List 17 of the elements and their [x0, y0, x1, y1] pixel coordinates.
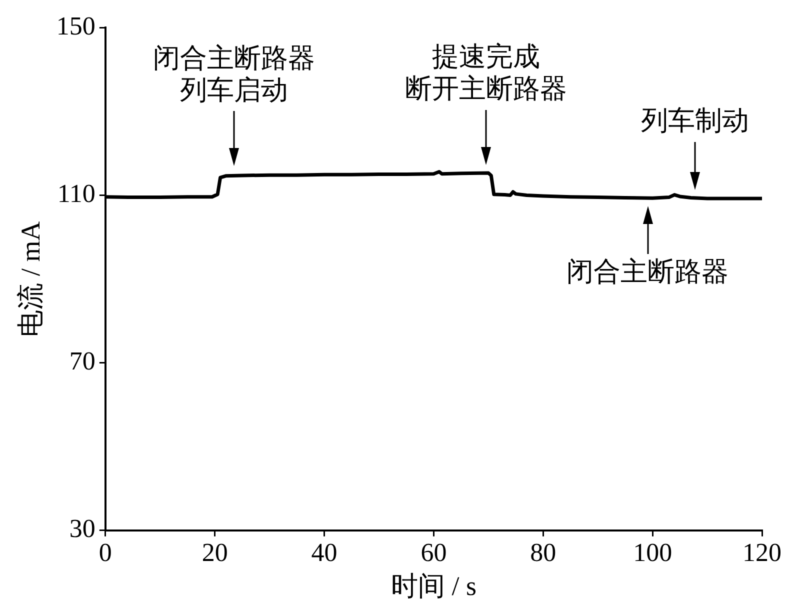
annotation: 闭合主断路器列车启动	[152, 42, 315, 105]
annotation: 提速完成断开主断路器	[405, 42, 568, 104]
annotation: 闭合主断路器	[566, 256, 729, 287]
x-tick-label: 60	[420, 538, 447, 567]
annotation: 列车制动	[641, 105, 750, 136]
y-axis-title: 电流 / mA	[15, 220, 46, 337]
x-tick-label: 0	[98, 538, 112, 567]
x-tick-label: 40	[311, 538, 338, 567]
y-tick-label: 110	[57, 179, 96, 208]
x-tick-label: 100	[633, 538, 672, 567]
x-axis-title: 时间 / s	[390, 570, 476, 601]
x-tick-label: 120	[742, 538, 782, 567]
x-tick-label: 20	[202, 538, 228, 567]
y-tick-label: 150	[56, 11, 96, 40]
y-tick-label: 30	[69, 514, 96, 544]
x-tick-label: 80	[530, 538, 556, 567]
y-tick-label: 70	[69, 346, 96, 376]
